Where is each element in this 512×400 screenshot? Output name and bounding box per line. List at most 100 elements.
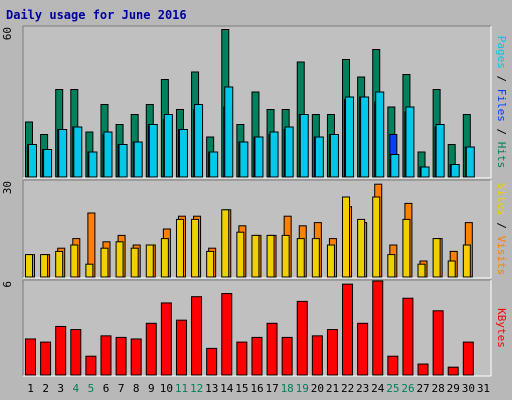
bar-sites bbox=[145, 244, 154, 278]
x-tick-label: 18 bbox=[281, 382, 294, 395]
bar-sites bbox=[326, 244, 335, 278]
y-axis-label: Pages / Files / Hits bbox=[495, 36, 508, 169]
bar-pages bbox=[269, 131, 279, 178]
bar-sites bbox=[55, 250, 64, 278]
bar-pages bbox=[299, 114, 309, 178]
bar-pages bbox=[360, 96, 370, 178]
bar-kbytes bbox=[85, 355, 97, 376]
chart-panels: 60 Pages / Files / Hits 30 Sites / Visits 6 K… bbox=[1, 25, 508, 377]
bar-pages bbox=[43, 149, 53, 178]
bar-sites bbox=[296, 238, 305, 278]
bar-sites bbox=[85, 263, 94, 278]
x-tick-label: 6 bbox=[103, 382, 110, 395]
bar-kbytes bbox=[387, 355, 399, 376]
x-tick-label: 25 bbox=[386, 382, 399, 395]
y-axis-label: KBytes bbox=[495, 308, 508, 348]
bar-kbytes bbox=[145, 322, 157, 376]
y-axis-label-part: Pages bbox=[495, 36, 508, 69]
bar-sites bbox=[236, 231, 245, 278]
bar-kbytes bbox=[236, 341, 248, 376]
x-tick-label: 1 bbox=[27, 382, 34, 395]
bar-pages bbox=[284, 126, 294, 178]
bar-sites bbox=[417, 263, 426, 278]
x-tick-label: 7 bbox=[118, 382, 125, 395]
y-axis-label-part: Visits bbox=[495, 236, 508, 276]
bar-kbytes bbox=[311, 335, 323, 376]
bar-pages bbox=[209, 151, 219, 178]
bar-sites bbox=[251, 234, 260, 278]
y-axis-label-part: Files bbox=[495, 89, 508, 122]
x-tick-label: 20 bbox=[311, 382, 324, 395]
bar-sites bbox=[175, 218, 184, 278]
bar-kbytes bbox=[175, 319, 187, 376]
bar-kbytes bbox=[357, 322, 369, 376]
x-tick-label: 11 bbox=[175, 382, 188, 395]
bar-kbytes bbox=[266, 322, 278, 376]
bar-kbytes bbox=[70, 329, 82, 376]
bar-pages bbox=[73, 126, 83, 178]
x-tick-label: 29 bbox=[447, 382, 460, 395]
panel-hits-files-pages: 60 Pages / Files / Hits bbox=[1, 25, 508, 179]
x-tick-label: 2 bbox=[42, 382, 49, 395]
bar-pages bbox=[390, 154, 400, 178]
x-tick-label: 15 bbox=[235, 382, 248, 395]
bar-pages bbox=[163, 114, 173, 178]
bar-kbytes bbox=[326, 329, 338, 376]
bar-pages bbox=[375, 91, 385, 178]
panel-sites-visits: 30 Sites / Visits bbox=[1, 179, 508, 279]
bar-pages bbox=[314, 136, 324, 178]
bar-pages bbox=[465, 146, 475, 178]
bar-kbytes bbox=[447, 366, 459, 376]
y-axis-label-part: KBytes bbox=[495, 308, 508, 348]
x-tick-label: 12 bbox=[190, 382, 203, 395]
bar-sites bbox=[357, 218, 366, 278]
bar-sites bbox=[432, 238, 441, 278]
x-tick-label: 22 bbox=[341, 382, 354, 395]
bar-sites bbox=[191, 218, 200, 278]
y-max-tick-label: 60 bbox=[1, 27, 14, 40]
bar-kbytes bbox=[115, 336, 127, 376]
bar-kbytes bbox=[130, 338, 142, 376]
bar-kbytes bbox=[402, 297, 414, 376]
x-tick-label: 21 bbox=[326, 382, 339, 395]
bar-pages bbox=[178, 129, 188, 178]
x-tick-label: 17 bbox=[265, 382, 278, 395]
bar-kbytes bbox=[432, 310, 444, 376]
bar-kbytes bbox=[296, 300, 308, 376]
bar-sites bbox=[130, 247, 139, 278]
y-max-tick-label: 30 bbox=[1, 181, 14, 194]
x-tick-label: 26 bbox=[401, 382, 414, 395]
x-tick-label: 23 bbox=[356, 382, 369, 395]
bar-pages bbox=[88, 151, 98, 178]
bar-kbytes bbox=[462, 341, 474, 376]
bar-sites bbox=[40, 254, 49, 278]
x-tick-label: 30 bbox=[462, 382, 475, 395]
bar-kbytes bbox=[206, 347, 218, 376]
bar-sites bbox=[25, 254, 33, 278]
bar-kbytes bbox=[100, 335, 112, 376]
bar-sites bbox=[70, 244, 79, 278]
x-tick-label: 8 bbox=[133, 382, 140, 395]
bar-kbytes bbox=[160, 302, 172, 376]
x-tick-label: 28 bbox=[432, 382, 445, 395]
x-tick-label: 10 bbox=[160, 382, 173, 395]
x-tick-label: 27 bbox=[416, 382, 429, 395]
bar-sites bbox=[342, 196, 351, 278]
y-max-tick-label: 6 bbox=[1, 281, 14, 288]
y-axis-label: Sites / Visits bbox=[495, 183, 508, 276]
bar-sites bbox=[100, 247, 109, 278]
bar-kbytes bbox=[55, 325, 67, 376]
x-axis-labels: 1 2 3 4 5 6 7 8 9 10 11 12 13 14 15 16 17 18 19 20 21 22 23 24 2… bbox=[27, 382, 490, 395]
bar-pages bbox=[103, 131, 113, 178]
bar-sites bbox=[266, 234, 275, 278]
bar-pages bbox=[148, 124, 158, 178]
bar-pages bbox=[58, 129, 68, 178]
bar-kbytes bbox=[372, 280, 384, 376]
bar-sites bbox=[447, 260, 456, 278]
x-tick-label: 31 bbox=[477, 382, 490, 395]
bar-pages bbox=[405, 106, 415, 178]
x-tick-label: 19 bbox=[296, 382, 309, 395]
x-tick-label: 13 bbox=[205, 382, 218, 395]
